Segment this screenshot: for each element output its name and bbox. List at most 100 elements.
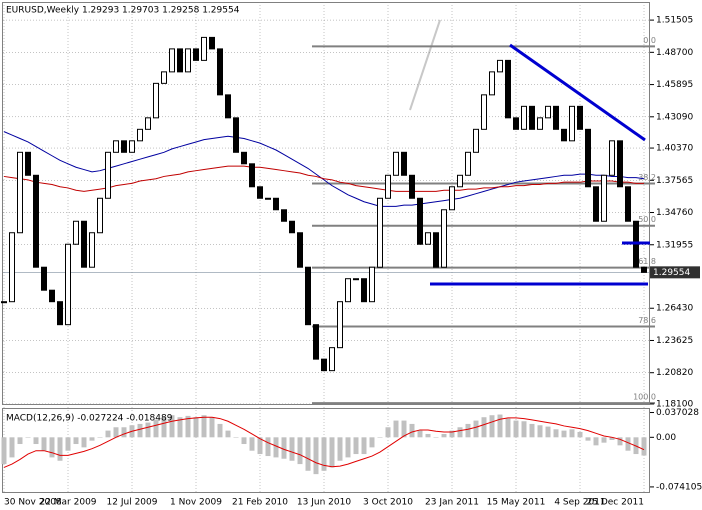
macd-bar <box>401 420 407 438</box>
y-tick-label: 1.45895 <box>656 80 693 90</box>
macd-bar <box>137 423 143 438</box>
candle <box>417 197 423 245</box>
candle <box>97 197 103 234</box>
candle <box>553 105 559 130</box>
macd-bar <box>577 431 583 438</box>
candle <box>337 301 343 349</box>
macd-bar <box>353 437 359 455</box>
macd-title: MACD(12,26,9) -0.027224 -0.018489 <box>6 414 173 424</box>
candle <box>177 48 183 73</box>
y-tick-label: 1.31955 <box>656 240 693 250</box>
macd-bar <box>41 437 47 451</box>
candle <box>353 278 359 281</box>
macd-bar <box>257 437 263 455</box>
macd-bar <box>473 420 479 438</box>
macd-bar <box>201 415 207 438</box>
candle <box>145 117 151 130</box>
macd-bar <box>209 417 215 438</box>
y-tick-label: 1.40370 <box>656 144 693 154</box>
macd-bar <box>185 415 191 438</box>
macd-bar <box>177 417 183 438</box>
candle <box>49 289 55 303</box>
y-tick-label: 1.20820 <box>656 368 693 378</box>
fib-label: 100.0 <box>633 393 656 402</box>
macd-bar <box>449 430 455 438</box>
candle <box>393 151 399 176</box>
macd-bar <box>569 429 575 438</box>
y-tick-label: 0.037028 <box>656 408 699 418</box>
macd-bar <box>417 430 423 438</box>
macd-bar <box>73 437 79 445</box>
trend-line <box>509 43 646 142</box>
candle <box>521 105 527 130</box>
macd-bar <box>97 437 103 438</box>
candle <box>305 266 311 326</box>
macd-bar <box>17 437 23 445</box>
candle <box>561 128 567 142</box>
candle <box>113 140 119 153</box>
macd-bar <box>233 437 239 438</box>
last-price-box <box>650 266 700 279</box>
x-tick-label: 21 Feb 2010 <box>232 498 288 508</box>
fan-line <box>409 19 441 111</box>
candle <box>241 151 247 165</box>
macd-bar <box>105 430 111 438</box>
candle <box>153 82 159 119</box>
candle <box>585 128 591 188</box>
x-tick-label: 15 May 2011 <box>487 498 546 508</box>
y-tick-label: 1.37565 <box>656 176 693 186</box>
macd-bar <box>585 437 591 441</box>
candle <box>9 232 15 303</box>
candle <box>137 128 143 142</box>
candle <box>161 71 167 84</box>
macd-bar <box>561 430 567 438</box>
candle <box>329 347 335 372</box>
candle <box>505 59 511 119</box>
candle <box>385 174 391 199</box>
macd-bar <box>465 423 471 438</box>
candle <box>361 278 367 303</box>
candle <box>377 197 383 268</box>
macd-bar <box>169 415 175 438</box>
candle <box>313 324 319 360</box>
candle <box>401 151 407 176</box>
x-tick-label: 22 Mar 2009 <box>39 498 96 508</box>
macd-bar <box>369 437 375 448</box>
macd-bar <box>545 426 551 438</box>
x-tick-label: 13 Jun 2010 <box>297 498 351 508</box>
candle <box>65 243 71 326</box>
candle <box>25 151 31 176</box>
macd-bar <box>345 437 351 458</box>
y-tick-label: 1.18100 <box>656 399 693 409</box>
candle <box>473 128 479 153</box>
candle <box>545 105 551 119</box>
candle <box>625 186 631 222</box>
macd-bar <box>617 437 623 446</box>
candle <box>89 232 95 268</box>
macd-bar <box>329 437 335 468</box>
macd-bar <box>65 437 71 451</box>
macd-bar <box>145 422 151 438</box>
fib-label: 78.6 <box>638 316 656 325</box>
fib-label: 38.2 <box>638 173 656 182</box>
candle <box>537 117 543 130</box>
candle <box>193 48 199 61</box>
candle <box>57 301 63 326</box>
macd-bar <box>225 430 231 438</box>
macd-bar <box>337 437 343 461</box>
candle <box>617 140 623 188</box>
candle <box>457 174 463 188</box>
x-tick-label: 3 Oct 2010 <box>363 498 413 508</box>
y-tick-label: 1.23625 <box>656 336 693 346</box>
fib-label: 61.8 <box>638 257 656 266</box>
macd-bar <box>217 423 223 438</box>
macd-bar <box>609 437 615 440</box>
candle <box>209 36 215 50</box>
macd-bar <box>409 423 415 438</box>
candle <box>217 48 223 96</box>
macd-bar <box>457 427 463 438</box>
macd-bar <box>625 437 631 451</box>
y-tick-label: 1.34760 <box>656 208 693 218</box>
macd-bar <box>49 437 55 458</box>
y-tick-label: 1.26430 <box>656 304 693 314</box>
